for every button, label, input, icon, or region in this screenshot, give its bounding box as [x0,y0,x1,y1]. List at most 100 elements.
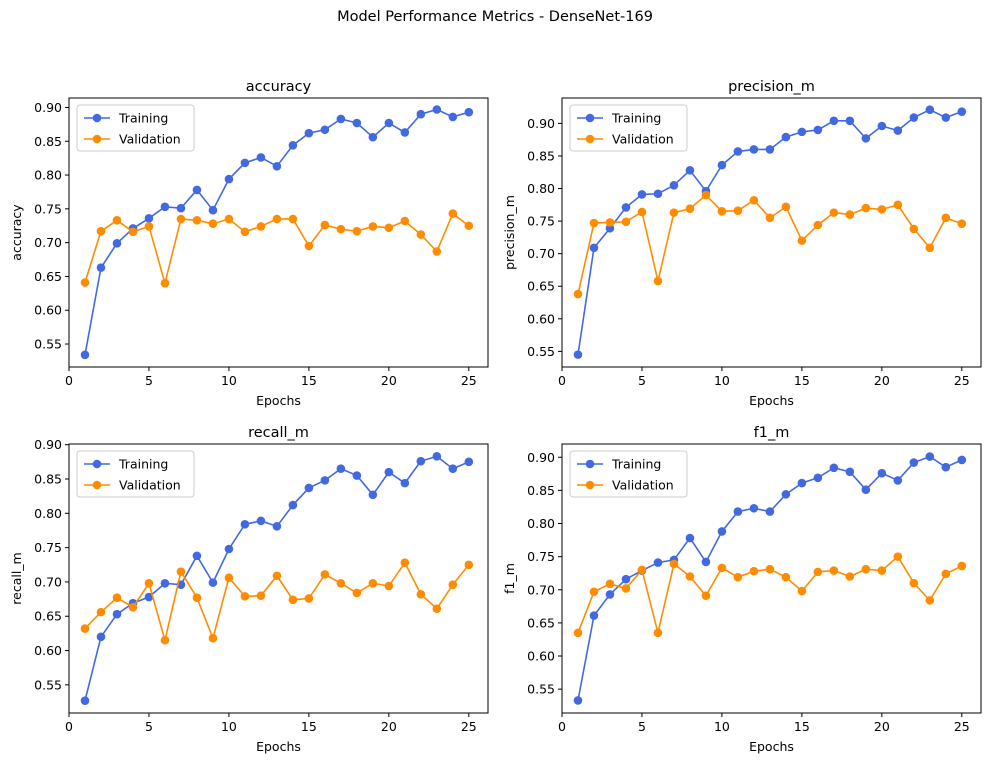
data-point [845,467,855,477]
data-point [368,490,378,500]
data-point [781,132,791,142]
legend: Training Validation [569,104,688,152]
data-point [573,628,583,638]
subplot-accuracy: accuracy 0 5 10 15 20 25 0.55 0.60 0.65 0.70 0.75 0.… [9,79,489,408]
y-tick-label: 0.60 [527,311,555,326]
axes-frame [561,97,982,368]
data-point [653,558,663,567]
data-point [765,213,775,223]
legend: Training Validation [76,450,195,498]
data-point [400,558,410,568]
x-tick-label: 25 [461,719,477,734]
y-tick-label: 0.75 [527,549,555,564]
x-tick-label: 15 [301,373,317,388]
data-point [416,109,426,119]
subplot-title: precision_m [728,79,815,95]
data-point [573,289,583,299]
data-point [464,107,474,117]
data-point [160,278,170,288]
series-validation [573,190,967,299]
data-point [352,588,362,598]
y-tick-label: 0.85 [34,471,62,486]
data-point [861,203,871,213]
data-point [621,203,631,212]
series-validation [80,209,474,288]
data-point [112,239,122,248]
legend-marker [585,459,595,469]
data-point [797,586,807,596]
data-point [176,203,186,213]
data-point [176,567,186,576]
data-point [733,206,743,215]
y-tick-label: 0.60 [527,649,555,664]
data-point [448,209,458,218]
data-point [813,125,823,135]
data-point [208,205,218,215]
y-tick-label: 0.55 [527,344,555,359]
y-tick-label: 0.80 [527,516,555,531]
data-point [653,628,663,638]
data-point [957,455,967,465]
data-point [861,485,871,495]
data-point [80,624,90,633]
data-point [605,590,615,599]
data-point [432,604,442,613]
data-point [877,121,887,131]
data-point [448,464,458,474]
data-point [893,126,903,135]
y-axis-label: f1_m [502,563,517,594]
legend-label: Training [118,111,168,126]
data-point [416,589,426,599]
data-point [813,567,823,577]
x-tick-label: 0 [65,719,73,734]
data-point [589,611,599,620]
x-axis-label: Epochs [256,393,301,408]
data-point [272,161,282,171]
data-point [224,174,234,184]
data-point [336,464,346,474]
x-axis-label: Epochs [256,739,301,754]
data-point [573,350,583,359]
data-point [160,635,170,645]
y-tick-label: 0.60 [34,643,62,658]
data-point [176,214,186,224]
x-tick-label: 20 [874,373,890,388]
data-point [893,552,903,561]
data-point [669,208,679,217]
data-point [384,118,394,128]
axes-frame [561,443,982,714]
y-tick-label: 0.75 [34,540,62,555]
data-point [909,578,919,588]
data-point [416,456,426,466]
data-point [432,105,442,114]
y-tick-label: 0.90 [527,116,555,131]
data-point [304,594,314,603]
series-validation [573,552,967,638]
data-point [144,214,154,223]
data-point [320,570,330,579]
data-point [717,160,727,170]
data-point [160,202,170,212]
data-point [336,579,346,588]
y-tick-label: 0.65 [527,615,555,630]
y-axis-label: accuracy [9,204,24,261]
data-point [192,593,202,603]
data-point [941,113,951,122]
x-tick-label: 0 [65,373,73,388]
data-point [272,522,282,531]
data-point [256,153,266,162]
legend: Training Validation [569,450,688,498]
data-point [877,468,887,478]
x-tick-label: 25 [954,719,970,734]
data-point [128,227,138,237]
x-tick-label: 0 [558,373,566,388]
data-point [925,596,935,605]
data-point [669,559,679,569]
y-tick-label: 0.70 [527,582,555,597]
data-point [432,247,442,256]
data-point [701,591,711,601]
data-point [192,185,202,195]
data-point [304,483,314,493]
y-tick-label: 0.90 [34,100,62,115]
